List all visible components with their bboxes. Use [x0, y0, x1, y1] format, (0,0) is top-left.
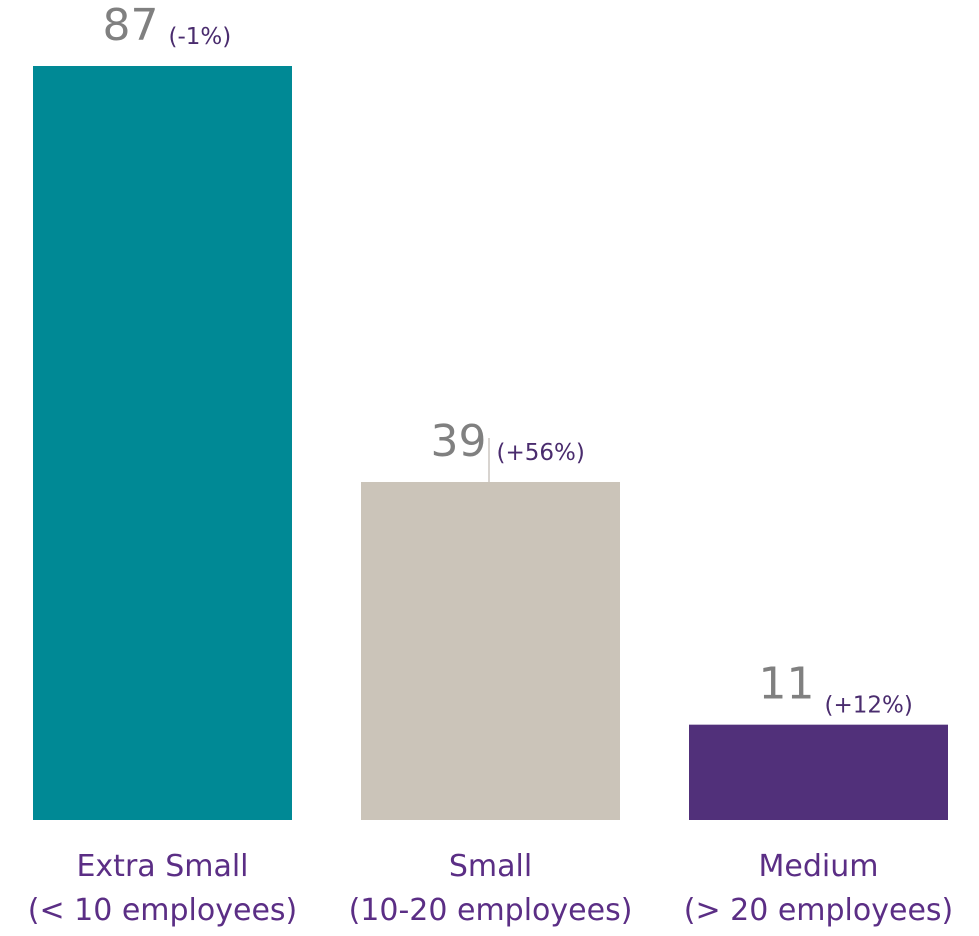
- bar: [361, 482, 620, 820]
- bar: [689, 724, 948, 820]
- x-tick-label: Small: [449, 849, 532, 884]
- change-label: (+12%): [825, 693, 913, 719]
- change-label: (-1%): [169, 24, 232, 50]
- bar: [33, 66, 292, 820]
- x-tick-label: (> 20 employees): [684, 893, 954, 928]
- value-label: 39: [431, 416, 487, 467]
- value-label: 11: [759, 659, 815, 710]
- value-label: 87: [103, 0, 159, 51]
- x-tick-label: Extra Small: [76, 849, 248, 884]
- change-label: (+56%): [497, 440, 585, 466]
- x-tick-label: Medium: [759, 849, 879, 884]
- x-tick-label: (10-20 employees): [349, 893, 633, 928]
- x-tick-label: (< 10 employees): [28, 893, 298, 928]
